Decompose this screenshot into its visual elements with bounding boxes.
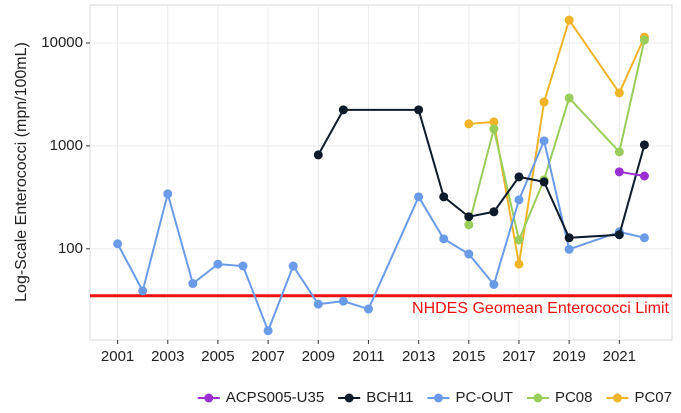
x-tick-label: 2019 <box>552 348 585 365</box>
data-point <box>414 192 424 202</box>
legend-dot <box>533 393 543 403</box>
legend-dot <box>344 393 354 403</box>
legend-item: ACPS005-U35 <box>197 389 324 406</box>
data-point <box>639 233 649 243</box>
data-point <box>489 280 499 290</box>
legend-label: BCH11 <box>366 389 413 406</box>
legend-dot <box>433 393 443 403</box>
x-tick-label: 2005 <box>201 348 234 365</box>
data-point <box>514 235 524 245</box>
data-point <box>188 279 198 289</box>
y-tick-label: 100 <box>58 240 83 257</box>
legend-item: PC08 <box>526 389 593 406</box>
data-point <box>639 140 649 150</box>
legend-label: ACPS005-U35 <box>226 389 324 406</box>
data-point <box>614 88 624 98</box>
data-point <box>539 97 549 107</box>
data-point <box>614 147 624 157</box>
data-point <box>614 230 624 240</box>
data-point <box>464 212 474 222</box>
data-point <box>539 177 549 187</box>
x-tick-label: 2009 <box>302 348 335 365</box>
data-point <box>514 195 524 205</box>
legend-label: PC07 <box>634 389 672 406</box>
x-tick-label: 2015 <box>452 348 485 365</box>
data-point <box>564 15 574 25</box>
legend-item: PC07 <box>606 389 672 406</box>
data-point <box>213 259 223 269</box>
data-point <box>464 249 474 259</box>
data-point <box>238 261 248 271</box>
legend-dot <box>612 393 622 403</box>
data-point <box>514 172 524 182</box>
data-point <box>414 105 424 115</box>
data-point <box>439 192 449 202</box>
legend-label: PC-OUT <box>455 389 513 406</box>
x-tick-label: 2013 <box>402 348 435 365</box>
plot-panel <box>89 4 673 341</box>
data-point <box>564 233 574 243</box>
legend: ACPS005-U35 BCH11 PC-OUT PC08 PC07 <box>197 389 672 406</box>
x-tick-label: 2011 <box>352 348 384 365</box>
data-point <box>489 207 499 217</box>
data-point <box>338 296 348 306</box>
x-tick-label: 2021 <box>603 348 636 365</box>
data-point <box>263 326 273 336</box>
data-point <box>564 93 574 103</box>
data-point <box>338 105 348 115</box>
data-point <box>113 239 123 249</box>
data-point <box>639 35 649 45</box>
limit-label: NHDES Geomean Enterococci Limit <box>412 300 670 317</box>
y-axis-title: Log-Scale Enterococci (mpn/100mL) <box>13 42 30 302</box>
data-point <box>313 150 323 160</box>
x-tick-label: 2017 <box>502 348 535 365</box>
data-point <box>639 171 649 181</box>
data-point <box>288 261 298 271</box>
data-point <box>163 189 173 199</box>
data-point <box>614 167 624 177</box>
data-point <box>464 119 474 129</box>
legend-item: PC-OUT <box>427 389 513 406</box>
legend-item: BCH11 <box>338 389 413 406</box>
x-tick-label: 2003 <box>151 348 184 365</box>
legend-dot <box>204 393 214 403</box>
data-point <box>514 259 524 269</box>
x-tick-label: 2007 <box>251 348 284 365</box>
data-point <box>363 304 373 314</box>
series-line <box>116 137 645 334</box>
data-point <box>313 299 323 309</box>
data-point <box>489 124 499 134</box>
x-tick-label: 2001 <box>101 348 134 365</box>
data-point <box>138 286 148 296</box>
data-point <box>539 136 549 146</box>
data-point <box>489 117 499 127</box>
y-tick-label: 1000 <box>50 137 83 154</box>
data-point <box>439 234 449 244</box>
data-point <box>564 244 574 254</box>
data-point <box>464 220 474 230</box>
y-tick-label: 10000 <box>41 34 83 51</box>
legend-label: PC08 <box>555 389 593 406</box>
